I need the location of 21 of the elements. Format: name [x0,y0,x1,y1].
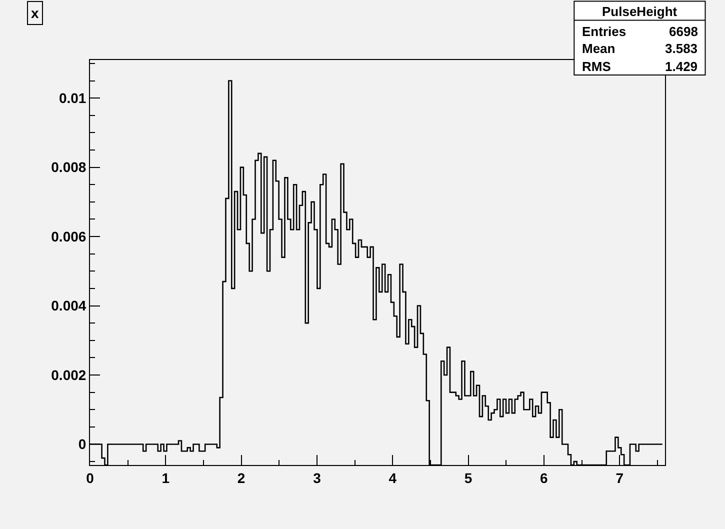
y-tick-label: 0.008 [51,159,86,176]
annotation: RMS [582,59,612,74]
text: 6698 [669,24,698,39]
text: Mean [582,41,616,56]
x-tick-label: 4 [388,470,397,486]
x-tick-label: 3 [313,470,322,486]
x-tick-label: 2 [237,470,246,486]
y-tick-label: 0 [78,436,86,452]
x-tick-label: 6 [540,470,548,486]
chart-title: x [31,5,39,21]
annotation: 1.429 [665,59,698,74]
text: Entries [582,24,626,39]
text: 3.583 [665,41,698,56]
x-tick-label: 5 [464,470,472,486]
y-tick-label: 0.002 [51,366,86,383]
y-tick-label: 0.004 [51,298,86,314]
y-tick-label: 0.006 [51,228,86,244]
x-tick-label: 7 [616,470,624,486]
text: PulseHeight [602,4,678,19]
x-tick-label: 1 [162,470,170,486]
y-tick-label: 0.01 [58,90,86,106]
